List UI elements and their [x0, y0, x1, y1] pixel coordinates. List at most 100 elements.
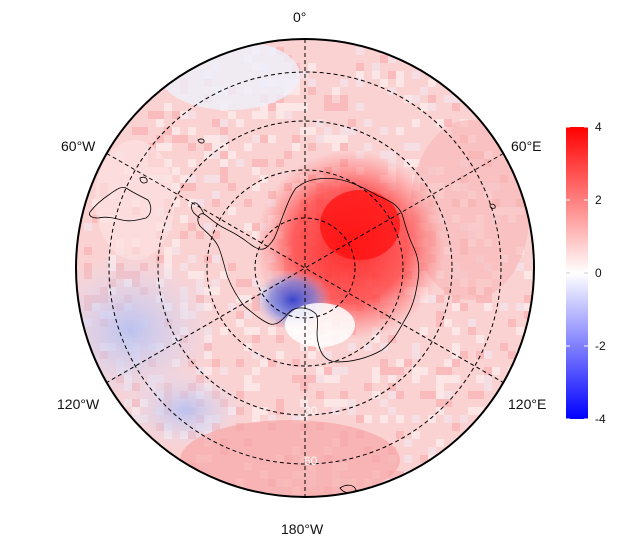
field-pixel-cell: [380, 151, 388, 159]
field-pixel-cell: [364, 143, 372, 151]
field-pixel-cell: [412, 431, 420, 439]
field-pixel-cell: [316, 135, 324, 143]
field-pixel-cell: [220, 175, 228, 183]
field-pixel-cell: [252, 135, 260, 143]
field-pixel-cell: [308, 87, 316, 95]
field-pixel-cell: [356, 71, 364, 79]
field-pixel-cell: [220, 143, 228, 151]
field-pixel-cell: [372, 367, 380, 375]
field-pixel-cell: [244, 375, 252, 383]
field-pixel-cell: [444, 319, 452, 327]
field-pixel-cell: [180, 215, 188, 223]
field-pixel-cell: [244, 143, 252, 151]
field-pixel-cell: [172, 183, 180, 191]
field-pixel-cell: [436, 319, 444, 327]
field-pixel-cell: [252, 407, 260, 415]
field-pixel-cell: [396, 71, 404, 79]
field-pixel-cell: [484, 367, 492, 375]
field-pixel-cell: [220, 135, 228, 143]
field-pixel-cell: [340, 79, 348, 87]
field-pixel-cell: [228, 151, 236, 159]
field-pixel-cell: [228, 111, 236, 119]
field-pixel-cell: [188, 143, 196, 151]
field-pixel-cell: [268, 135, 276, 143]
field-pixel-cell: [460, 351, 468, 359]
field-pixel-cell: [188, 127, 196, 135]
field-pixel-cell: [244, 199, 252, 207]
field-pixel-cell: [212, 279, 220, 287]
field-pixel-cell: [236, 279, 244, 287]
field-pixel-cell: [412, 71, 420, 79]
field-pixel-cell: [428, 295, 436, 303]
field-pixel-cell: [516, 263, 524, 271]
field-pixel-cell: [212, 175, 220, 183]
field-pixel-cell: [348, 127, 356, 135]
field-pixel-cell: [452, 95, 460, 103]
field-pixel-cell: [292, 103, 300, 111]
field-pixel-cell: [340, 127, 348, 135]
field-pixel-cell: [324, 127, 332, 135]
field-pixel-cell: [252, 279, 260, 287]
field-pixel-cell: [348, 407, 356, 415]
field-pixel-cell: [228, 263, 236, 271]
field-pixel-cell: [380, 399, 388, 407]
field-pixel-cell: [300, 71, 308, 79]
field-pixel-cell: [444, 375, 452, 383]
field-pixel-cell: [372, 375, 380, 383]
kerguelen-island: [489, 203, 496, 209]
field-pixel-cell: [204, 151, 212, 159]
latitude-label-30: 30: [304, 404, 318, 418]
field-pixel-cell: [444, 399, 452, 407]
field-pixel-cell: [276, 351, 284, 359]
field-pixel-cell: [220, 167, 228, 175]
colorbar-tick-label: -2: [595, 339, 606, 353]
field-pixel-cell: [316, 367, 324, 375]
field-pixel-cell: [412, 343, 420, 351]
field-pixel-cell: [452, 303, 460, 311]
longitude-label-180w: 180°W: [281, 521, 324, 537]
field-pixel-cell: [476, 391, 484, 399]
field-pixel-cell: [156, 119, 164, 127]
field-pixel-cell: [396, 471, 404, 479]
field-pixel-cell: [340, 135, 348, 143]
field-pixel-cell: [468, 391, 476, 399]
field-pixel-cell: [252, 367, 260, 375]
field-pixel-cell: [452, 359, 460, 367]
field-pixel-cell: [380, 55, 388, 63]
field-pixel-cell: [388, 391, 396, 399]
field-pixel-cell: [156, 111, 164, 119]
field-pixel-cell: [388, 55, 396, 63]
falkland-islands: [139, 176, 148, 184]
field-pixel-cell: [444, 359, 452, 367]
field-pixel-cell: [388, 383, 396, 391]
field-pixel-cell: [180, 231, 188, 239]
latitude-label-60: 60: [304, 454, 318, 468]
field-pixel-cell: [252, 111, 260, 119]
antarctic-peninsula: [191, 202, 205, 219]
field-pixel-cell: [188, 183, 196, 191]
field-pixel-cell: [180, 135, 188, 143]
field-pixel-cell: [172, 239, 180, 247]
field-pixel-cell: [364, 383, 372, 391]
field-pixel-cell: [220, 159, 228, 167]
field-pixel-cell: [404, 359, 412, 367]
field-pixel-cell: [452, 295, 460, 303]
longitude-label-60e: 60°E: [511, 138, 542, 154]
field-pixel-cell: [236, 311, 244, 319]
field-pixel-cell: [324, 135, 332, 143]
field-pixel-cell: [188, 159, 196, 167]
field-pixel-cell: [524, 295, 532, 303]
field-pixel-cell: [388, 375, 396, 383]
field-pixel-cell: [364, 343, 372, 351]
field-pixel-cell: [84, 247, 92, 255]
field-pixel-cell: [388, 87, 396, 95]
field-pixel-cell: [324, 95, 332, 103]
field-pixel-cell: [364, 119, 372, 127]
field-pixel-cell: [212, 135, 220, 143]
field-pixel-cell: [436, 391, 444, 399]
field-pixel-cell: [292, 135, 300, 143]
field-pixel-cell: [252, 159, 260, 167]
field-pixel-cell: [292, 415, 300, 423]
field-pixel-cell: [340, 399, 348, 407]
field-pixel-cell: [356, 79, 364, 87]
